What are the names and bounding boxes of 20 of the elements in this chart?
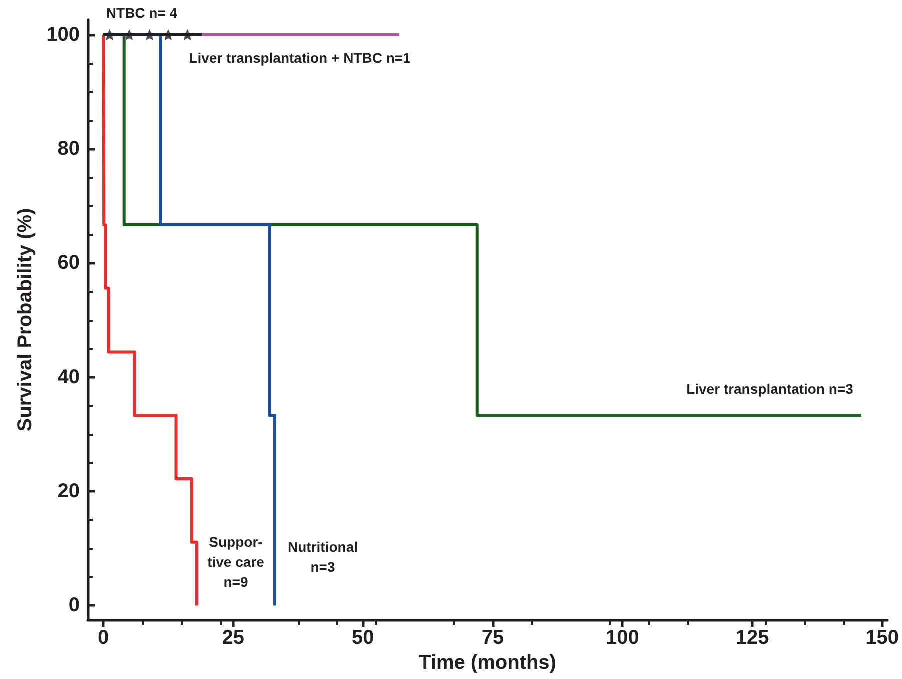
x-tick-label: 0 xyxy=(98,627,110,649)
series-label: Suppor- tive care n=9 xyxy=(208,534,265,590)
series-label: Liver transplantation n=3 xyxy=(686,381,854,397)
x-tick-label: 125 xyxy=(736,627,770,649)
x-tick-label: 25 xyxy=(222,627,244,649)
x-axis-title: Time (months) xyxy=(419,652,556,674)
y-tick-label: 100 xyxy=(46,24,80,46)
y-tick-label: 0 xyxy=(68,594,80,617)
y-axis-title: Survival Probability (%) xyxy=(14,208,37,432)
y-tick-label: 60 xyxy=(58,252,80,274)
y-tick-label: 80 xyxy=(58,138,80,160)
series-label: NTBC n= 4 xyxy=(106,5,178,21)
y-tick-label: 20 xyxy=(58,480,80,503)
x-tick-label: 100 xyxy=(606,627,640,649)
x-tick-label: 50 xyxy=(352,627,374,649)
series-label: Liver transplantation + NTBC n=1 xyxy=(189,50,412,66)
x-tick-label: 75 xyxy=(482,627,504,649)
x-tick-label: 150 xyxy=(866,627,900,649)
y-tick-label: 40 xyxy=(58,366,80,388)
series-label: Nutritional n=3 xyxy=(288,539,358,575)
